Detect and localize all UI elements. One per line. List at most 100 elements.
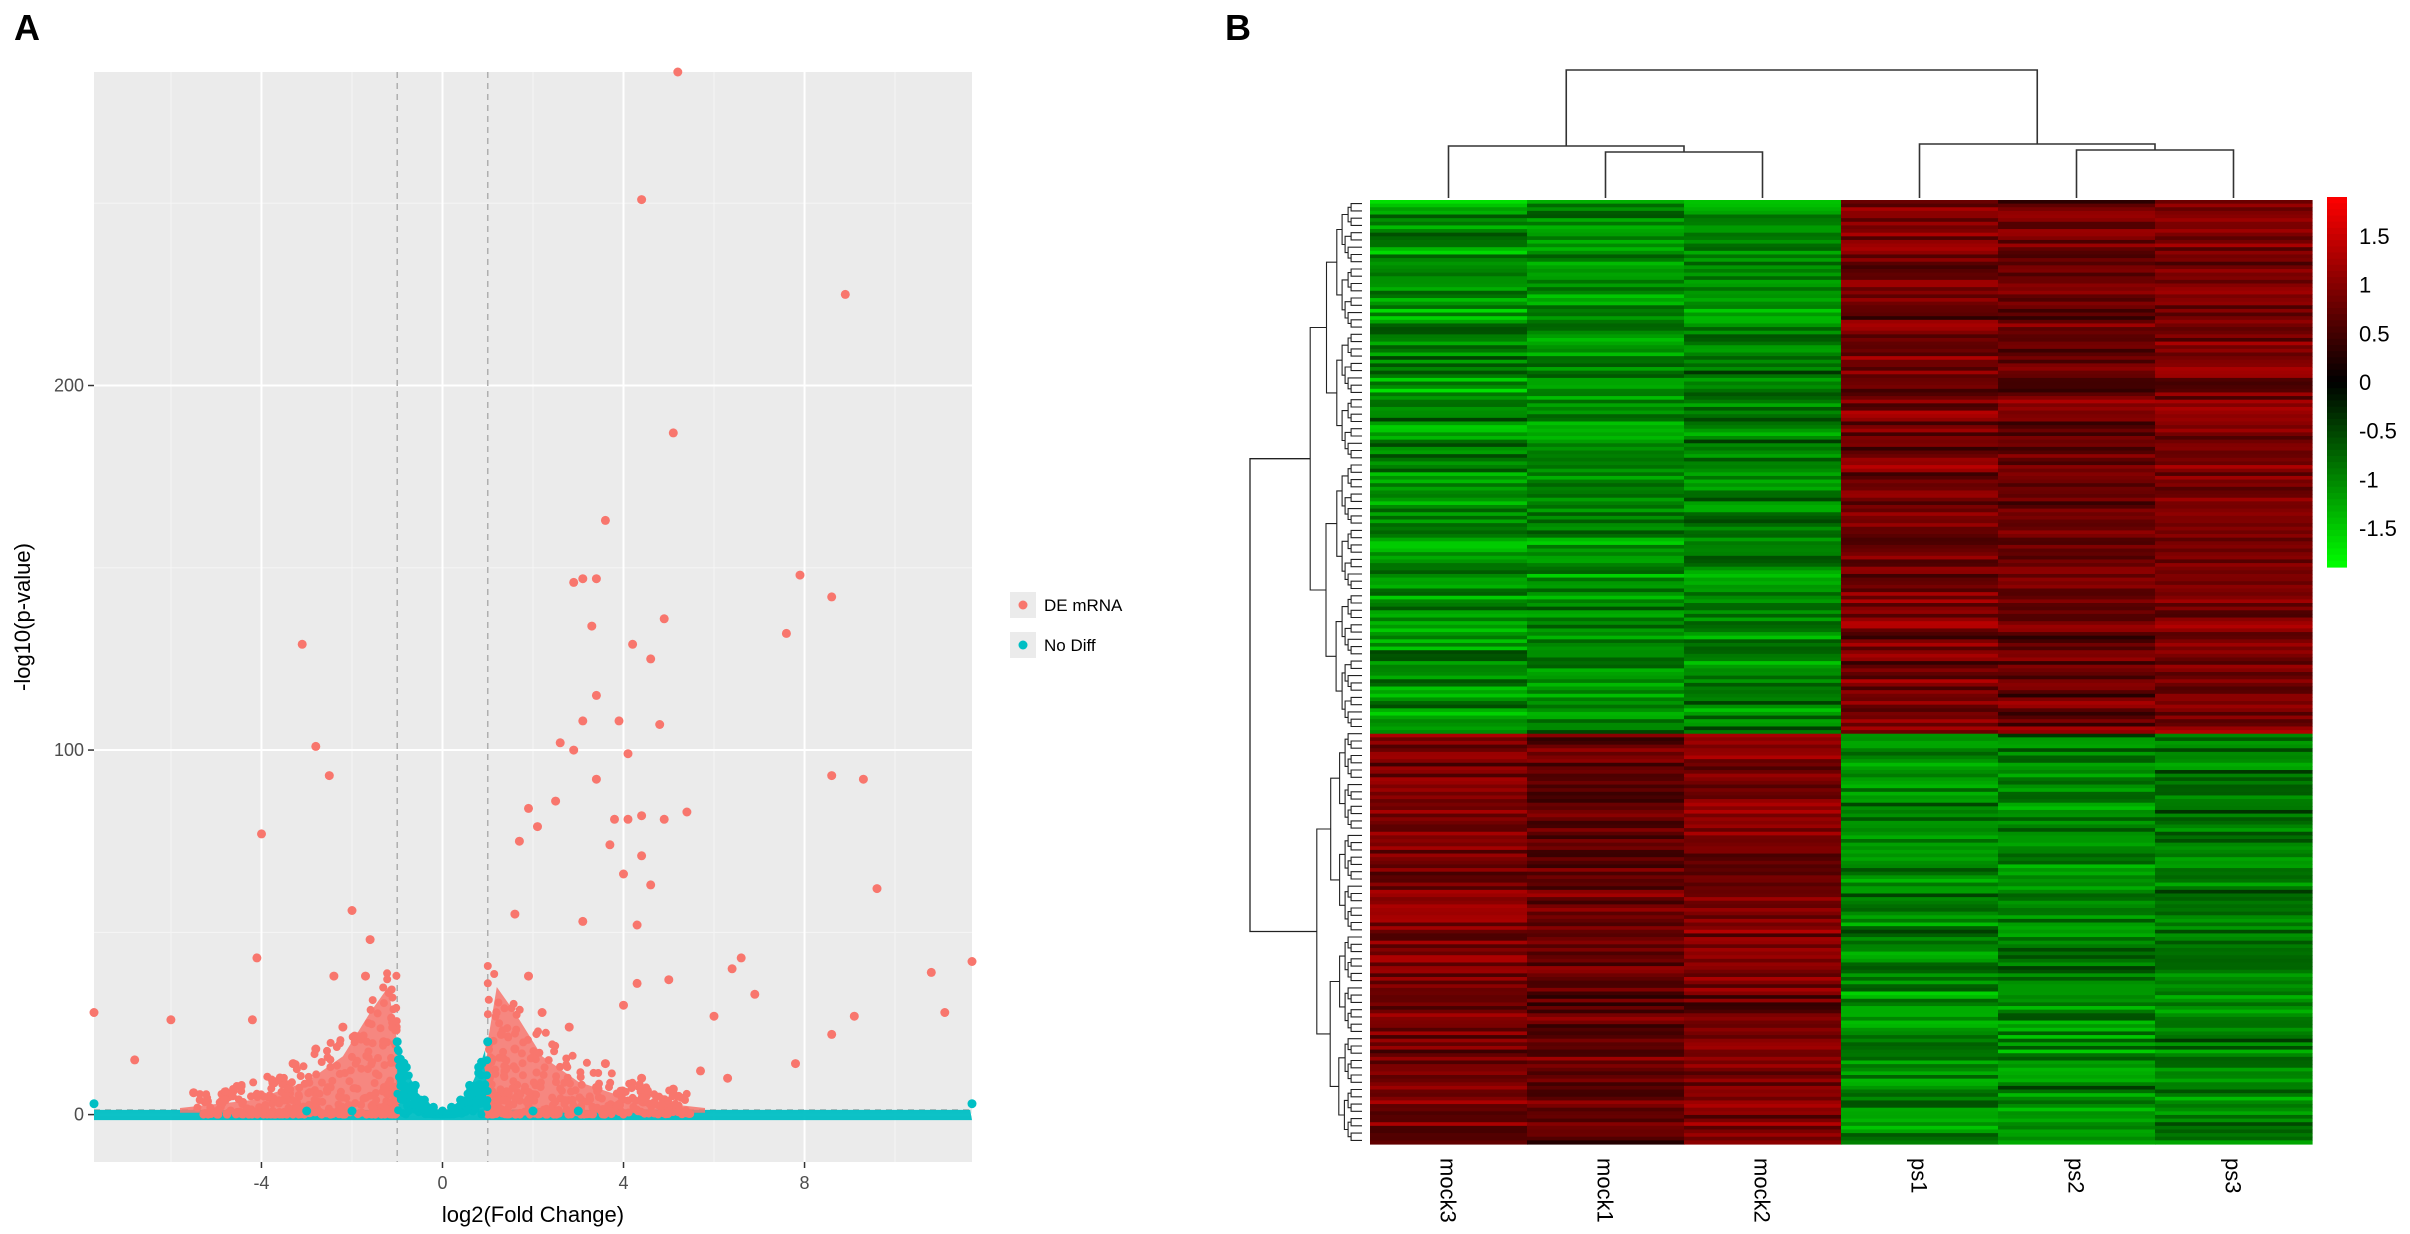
heatmap-cell bbox=[1527, 1129, 1685, 1134]
dendrogram-link bbox=[1350, 479, 1362, 488]
heatmap-cell bbox=[1527, 730, 1685, 735]
de-mrna-point bbox=[379, 1037, 389, 1047]
de-mrna-point bbox=[299, 1062, 308, 1071]
heatmap-cell bbox=[1684, 668, 1842, 673]
heatmap-cell bbox=[1370, 958, 1528, 964]
heatmap-cell bbox=[1841, 744, 1999, 749]
dendrogram-link bbox=[1350, 413, 1362, 423]
heatmap-cell bbox=[1998, 733, 2156, 738]
heatmap-cell bbox=[1998, 918, 2156, 924]
de-mrna-point bbox=[674, 1108, 683, 1117]
heatmap-cell bbox=[1370, 672, 1528, 677]
heatmap-cell bbox=[1370, 947, 1528, 953]
heatmap-cell bbox=[1370, 327, 1528, 332]
heatmap-cell bbox=[1527, 926, 1685, 931]
heatmap-cell bbox=[1684, 239, 1842, 245]
heatmap-cell bbox=[1841, 563, 1999, 568]
dendrogram-link bbox=[1336, 359, 1343, 427]
heatmap-cell bbox=[1841, 250, 1999, 256]
heatmap-cell bbox=[1684, 1006, 1842, 1011]
heatmap-cell bbox=[1527, 755, 1685, 760]
de-mrna-point bbox=[627, 1084, 636, 1093]
heatmap-cell bbox=[2155, 1009, 2313, 1014]
heatmap-cell bbox=[1998, 966, 2156, 971]
heatmap-cell bbox=[1527, 352, 1685, 357]
heatmap-cell bbox=[1527, 770, 1685, 775]
heatmap-cell bbox=[1370, 973, 1528, 978]
heatmap-cell bbox=[2155, 980, 2313, 985]
heatmap-cell bbox=[1527, 497, 1685, 502]
heatmap-cell bbox=[1998, 370, 2156, 375]
heatmap-cell bbox=[1998, 690, 2156, 695]
heatmap-cell bbox=[1841, 621, 1999, 626]
heatmap-cell bbox=[1370, 1093, 1528, 1098]
heatmap-cell bbox=[1370, 221, 1528, 227]
de-mrna-point bbox=[556, 1084, 565, 1093]
heatmap-cell bbox=[1370, 312, 1528, 317]
heatmap-cell bbox=[1684, 795, 1842, 800]
heatmap-cell bbox=[1998, 693, 2156, 699]
heatmap-cell bbox=[1841, 1016, 1999, 1022]
heatmap-cell bbox=[2155, 944, 2313, 949]
volcano-x-tick-label: 0 bbox=[437, 1173, 447, 1193]
heatmap-cell bbox=[2155, 250, 2313, 256]
heatmap-cell bbox=[1841, 788, 1999, 793]
heatmap-cell bbox=[1527, 494, 1685, 499]
colorbar-segment bbox=[2327, 493, 2347, 500]
heatmap-cell bbox=[1998, 359, 2156, 364]
heatmap-cell bbox=[1841, 1071, 1999, 1076]
heatmap-cell bbox=[1684, 737, 1842, 742]
heatmap-cell bbox=[1841, 987, 1999, 993]
colorbar-segment bbox=[2327, 375, 2347, 383]
de-mrna-point bbox=[392, 971, 401, 980]
no-diff-point bbox=[471, 1097, 480, 1106]
heatmap-cell bbox=[1684, 744, 1842, 749]
heatmap-cell bbox=[1684, 534, 1842, 539]
de-mrna-point bbox=[597, 1094, 606, 1103]
heatmap-cell bbox=[1527, 1006, 1685, 1011]
heatmap-cell bbox=[1998, 835, 2156, 840]
heatmap-cell bbox=[2155, 690, 2313, 695]
heatmap-cell bbox=[1684, 1016, 1842, 1022]
colorbar-tick-label: -0.5 bbox=[2359, 419, 2397, 444]
heatmap-cell bbox=[1370, 915, 1528, 920]
legend-key-de-mrna bbox=[1018, 600, 1028, 610]
de-mrna-point bbox=[384, 1090, 393, 1099]
heatmap-cell bbox=[1684, 940, 1842, 945]
de-mrna-point bbox=[284, 1103, 293, 1112]
heatmap-cell bbox=[1684, 468, 1842, 473]
heatmap-cell bbox=[1527, 958, 1685, 964]
dendrogram-link bbox=[1350, 1023, 1362, 1032]
heatmap-cell bbox=[1527, 1093, 1685, 1098]
heatmap-cell bbox=[1841, 969, 1999, 974]
de-mrna-point bbox=[541, 1028, 550, 1037]
heatmap-cell bbox=[1527, 337, 1685, 343]
de-mrna-point bbox=[247, 1015, 257, 1025]
sample-label-ps2: ps2 bbox=[2064, 1158, 2089, 1193]
heatmap-cell bbox=[1998, 911, 2156, 916]
volcano-y-tick-label: 200 bbox=[54, 376, 84, 396]
heatmap-cell bbox=[1370, 479, 1528, 484]
heatmap-cell bbox=[1841, 1122, 1999, 1127]
heatmap-cell bbox=[1527, 933, 1685, 938]
de-mrna-point bbox=[357, 1108, 366, 1117]
heatmap-cell bbox=[2155, 359, 2313, 364]
de-mrna-point bbox=[827, 771, 837, 781]
no-diff-point bbox=[394, 1106, 403, 1115]
heatmap-cell bbox=[1998, 508, 2156, 513]
column-dendrogram bbox=[1447, 69, 2235, 198]
de-mrna-point bbox=[371, 1069, 380, 1078]
de-mrna-point bbox=[387, 985, 396, 994]
heatmap-cell bbox=[1527, 1082, 1685, 1087]
dendrogram-link bbox=[1329, 980, 1340, 1087]
heatmap-cell bbox=[1684, 1045, 1842, 1051]
heatmap-cell bbox=[1998, 207, 2156, 212]
heatmap-cell bbox=[1370, 882, 1528, 887]
volcano-legend: DE mRNA No Diff bbox=[1010, 592, 1123, 658]
heatmap-cell bbox=[2155, 828, 2313, 833]
heatmap-cell bbox=[1684, 947, 1842, 953]
heatmap-cell bbox=[1527, 722, 1685, 728]
de-mrna-point bbox=[311, 1044, 321, 1054]
heatmap-cell bbox=[1841, 537, 1999, 542]
heatmap-cell bbox=[1998, 969, 2156, 974]
